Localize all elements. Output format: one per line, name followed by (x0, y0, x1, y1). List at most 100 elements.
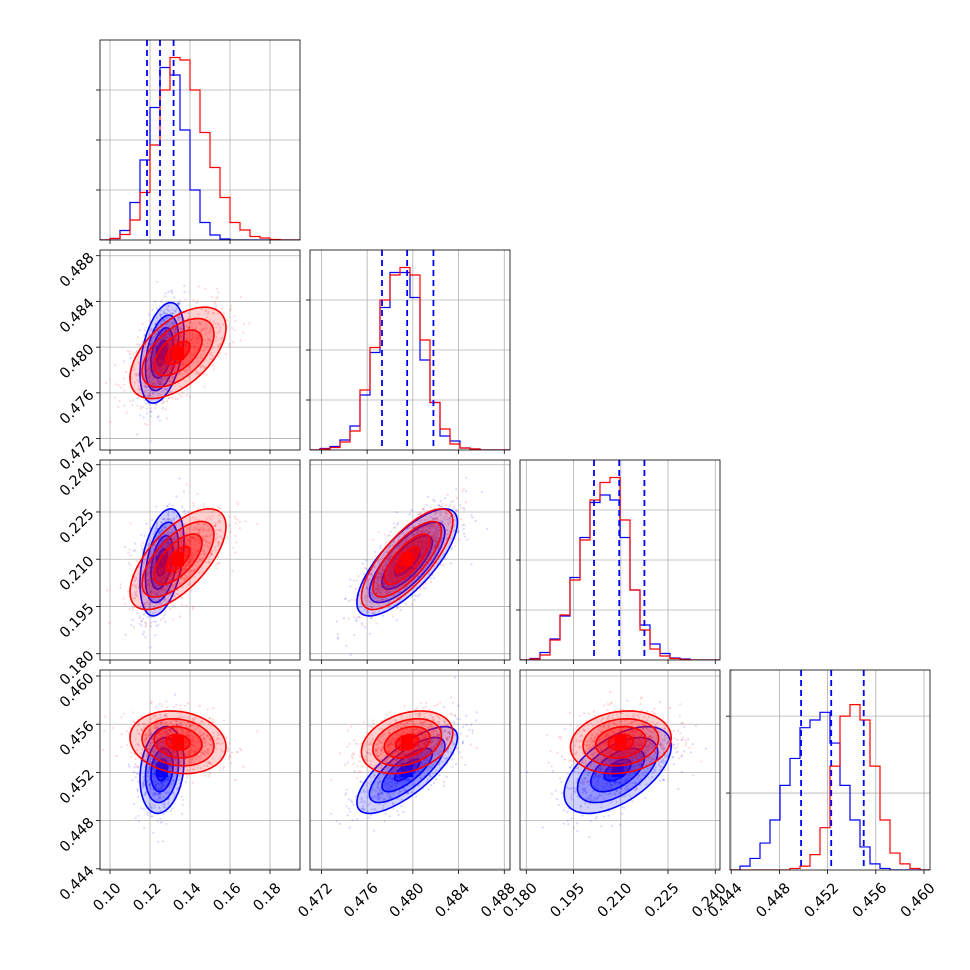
sample-point (168, 376, 171, 379)
sample-point (461, 490, 464, 493)
sample-point (418, 593, 421, 596)
sample-point (159, 577, 162, 580)
sample-point (151, 358, 154, 361)
sample-point (174, 339, 177, 342)
sample-point (178, 302, 182, 305)
sample-point (144, 636, 147, 639)
sample-point (163, 295, 167, 298)
sample-point (197, 337, 200, 340)
sample-point (514, 491, 516, 493)
sample-point (256, 523, 259, 526)
sample-point (155, 585, 158, 588)
sample-point (155, 593, 158, 596)
sample-point (163, 368, 166, 371)
scatter-panel-3-1 (100, 460, 300, 660)
sample-point (159, 371, 163, 374)
sample-point (161, 579, 164, 582)
sample-point (195, 327, 198, 330)
sample-point (185, 483, 188, 486)
sample-point (205, 321, 208, 324)
sample-point (147, 356, 150, 360)
sample-point (158, 360, 161, 363)
sample-point (180, 385, 183, 388)
sample-point (204, 326, 207, 329)
sample-point (163, 361, 166, 364)
sample-point (460, 518, 463, 521)
sample-point (192, 504, 195, 507)
sample-point (152, 376, 155, 379)
sample-point (160, 521, 163, 524)
sample-point (174, 365, 177, 368)
sample-point (146, 581, 149, 584)
sample-point (155, 316, 159, 319)
sample-point (206, 345, 209, 348)
sample-point (163, 613, 166, 616)
sample-point (202, 327, 205, 331)
sample-point (167, 290, 170, 293)
sample-point (153, 387, 157, 390)
sample-point (160, 581, 163, 584)
sample-point (152, 831, 155, 834)
sample-point (167, 541, 170, 544)
sample-point (139, 414, 142, 417)
sample-point (147, 394, 150, 397)
sample-point (157, 415, 160, 418)
sample-point (146, 346, 150, 350)
sample-point (135, 576, 138, 579)
sample-point (154, 529, 157, 532)
scatter-panel-3-2 (310, 460, 516, 660)
sample-point (133, 381, 137, 384)
sample-point (197, 347, 200, 350)
sample-point (180, 395, 183, 398)
sample-point (395, 601, 398, 604)
sample-point (199, 323, 202, 326)
sample-point (203, 385, 206, 388)
sample-point (175, 374, 178, 378)
sample-point (142, 560, 146, 563)
sample-point (162, 518, 165, 521)
sample-point (155, 378, 158, 382)
sample-point (157, 359, 160, 362)
sample-point (109, 420, 112, 423)
sample-point (124, 603, 127, 606)
sample-point (162, 310, 165, 313)
sample-point (166, 337, 169, 340)
sample-point (155, 367, 158, 370)
sample-point (148, 392, 151, 395)
sample-point (162, 312, 165, 315)
sample-point (157, 365, 160, 368)
sample-point (212, 311, 215, 314)
sample-point (158, 358, 161, 361)
sample-point (167, 304, 170, 307)
sample-point (152, 381, 155, 384)
sample-point (157, 379, 160, 382)
sample-point (191, 552, 194, 555)
sample-point (148, 584, 151, 587)
sample-point (157, 624, 160, 627)
sample-point (386, 610, 389, 613)
sample-point (191, 335, 194, 338)
sample-point (396, 606, 399, 609)
sample-point (347, 617, 350, 620)
sample-point (145, 402, 148, 405)
sample-point (150, 410, 153, 413)
sample-point (181, 505, 184, 509)
sample-point (182, 332, 185, 335)
sample-point (162, 339, 165, 342)
sample-point (228, 524, 231, 527)
sample-point (212, 320, 215, 323)
sample-point (150, 358, 153, 361)
sample-point (203, 344, 206, 347)
sample-point (363, 626, 367, 629)
sample-point (177, 302, 180, 305)
sample-point (163, 336, 166, 339)
sample-point (159, 368, 162, 371)
sample-point (178, 393, 181, 396)
sample-point (201, 364, 204, 368)
sample-point (172, 341, 175, 345)
sample-point (210, 295, 213, 298)
sample-point (147, 395, 150, 398)
sample-point (236, 503, 240, 506)
sample-point (135, 559, 138, 563)
sample-point (148, 393, 151, 396)
